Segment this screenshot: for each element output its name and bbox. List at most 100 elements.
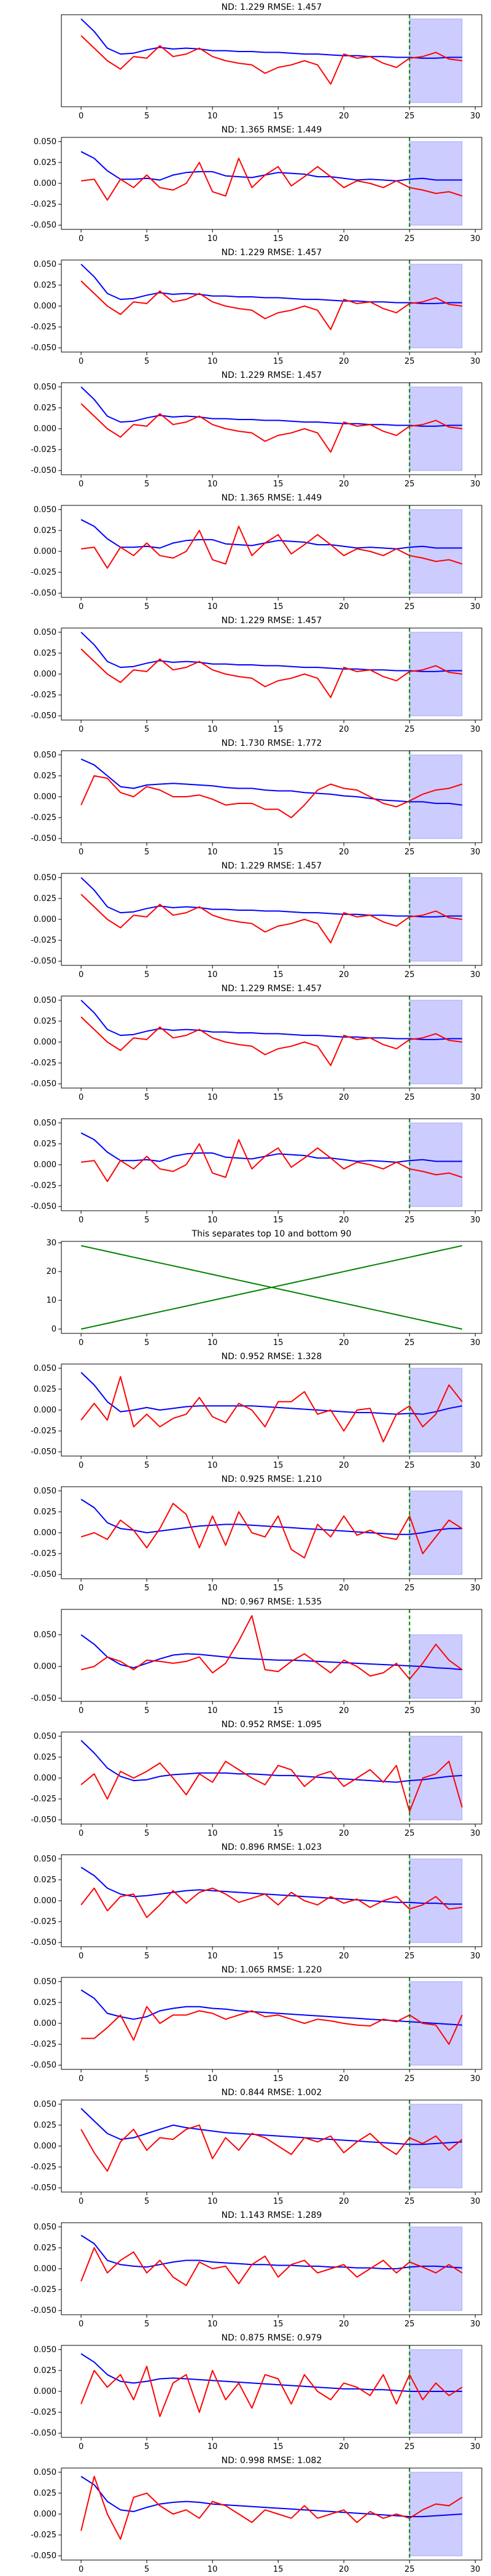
x-tick-label: 5: [144, 970, 149, 979]
x-tick-label: 0: [79, 602, 83, 611]
plot-area: [80, 751, 463, 843]
y-tick-label: 0.000: [34, 1774, 56, 1783]
y-tick-label: 0.025: [34, 526, 56, 535]
x-tick-label: 30: [470, 848, 481, 857]
series-line-2: [80, 1376, 463, 1443]
chart-title: ND: 0.998 RMSE: 1.082: [222, 2456, 322, 2466]
series-line-2: [80, 2475, 463, 2540]
x-tick-label: 20: [339, 602, 349, 611]
x-tick-label: 15: [273, 1216, 284, 1225]
y-tick-label: -0.050: [31, 466, 56, 475]
chart-panel-7: ND: 1.730 RMSE: 1.772 0 5 10 15 20 25 30 -0.050 -…: [31, 738, 482, 857]
y-tick-label: -0.050: [31, 1447, 56, 1457]
chart-title: ND: 1.365 RMSE: 1.449: [222, 125, 322, 135]
x-tick-label: 15: [273, 1829, 284, 1838]
plot-area: [80, 1855, 463, 1947]
chart-title: ND: 1.229 RMSE: 1.457: [222, 984, 322, 994]
y-tick-label: -0.050: [31, 589, 56, 598]
y-tick-label: -0.050: [31, 2306, 56, 2315]
x-tick-label: 15: [273, 602, 284, 611]
y-tick-label: 0.025: [34, 1140, 56, 1149]
x-tick-label: 0: [79, 725, 83, 734]
x-tick-label: 5: [144, 848, 149, 857]
x-tick-label: 5: [144, 234, 149, 243]
x-tick-label: 10: [207, 1829, 218, 1838]
y-tick-label: 20: [46, 1267, 56, 1276]
y-tick-label: 0.050: [34, 1732, 56, 1741]
x-tick-label: 25: [404, 1216, 415, 1225]
x-tick-label: 15: [273, 970, 284, 979]
chart-title: ND: 1.229 RMSE: 1.457: [222, 616, 322, 626]
x-tick-label: 20: [339, 725, 349, 734]
x-tick-label: 10: [207, 2565, 218, 2574]
series-line-1: [80, 1371, 463, 1415]
chart-panel-21: ND: 0.998 RMSE: 1.082 0 5 10 15 20 25 30 -0.050 -…: [31, 2456, 482, 2574]
series-line-1: [80, 2107, 462, 2145]
series-line-1: [80, 1634, 462, 1671]
x-tick-label: 30: [470, 234, 481, 243]
series-line-1: [80, 18, 462, 59]
x-tick-label: 30: [470, 1584, 481, 1593]
y-tick-label: 0.050: [34, 2468, 56, 2477]
x-tick-label: 0: [79, 1216, 83, 1225]
series-line-1: [80, 264, 462, 304]
x-tick-label: 30: [470, 2197, 481, 2206]
chart-title: ND: 0.875 RMSE: 0.979: [222, 2333, 322, 2343]
series-line-2: [80, 648, 463, 699]
chart-panel-9: ND: 1.229 RMSE: 1.457 0 5 10 15 20 25 30 -0.050 -…: [31, 984, 482, 1102]
plot-area: [80, 15, 463, 107]
series-line-1: [80, 758, 463, 806]
series-line-2: [80, 403, 463, 453]
forecast-band: [409, 1490, 463, 1575]
x-tick-label: 20: [339, 112, 349, 121]
chart-panel-16: ND: 0.896 RMSE: 1.023 0 5 10 15 20 25 30 -0.050 -…: [31, 1842, 482, 1961]
x-tick-label: 5: [144, 2074, 149, 2083]
x-tick-label: 20: [339, 2074, 349, 2083]
series-line-2: [80, 1887, 463, 1919]
x-tick-label: 0: [79, 1461, 83, 1470]
y-tick-label: -0.050: [31, 1570, 56, 1579]
x-tick-label: 0: [79, 848, 83, 857]
axes-frame: [61, 1241, 482, 1334]
y-tick-label: -0.025: [31, 813, 56, 822]
y-tick-label: 0.000: [34, 2510, 56, 2519]
y-tick-label: 0.050: [34, 137, 56, 147]
chart-panel-11: This separates top 10 and bottom 90 0 5 10 1…: [46, 1229, 482, 1347]
x-tick-label: 5: [144, 2442, 149, 2451]
y-tick-label: 30: [46, 1238, 56, 1248]
x-tick-label: 10: [207, 1706, 218, 1715]
x-tick-label: 10: [207, 357, 218, 366]
chart-title: ND: 0.844 RMSE: 1.002: [222, 2088, 322, 2098]
x-tick-label: 10: [207, 848, 218, 857]
series-line-1: [80, 386, 462, 427]
axes-frame: [61, 1609, 482, 1702]
y-tick-label: -0.025: [31, 1059, 56, 1068]
y-tick-label: -0.050: [31, 834, 56, 843]
x-tick-label: 5: [144, 2320, 149, 2329]
y-tick-label: 0.000: [34, 915, 56, 924]
series-line-2: [80, 2247, 463, 2287]
y-tick-label: 0.050: [34, 628, 56, 637]
y-tick-label: 0.050: [34, 1364, 56, 1373]
series-line-2: [80, 1016, 463, 1067]
x-tick-label: 0: [79, 1584, 83, 1593]
series-line-1: [80, 2353, 462, 2392]
series-line-1: [80, 1866, 462, 1905]
series-line-2: [80, 2366, 463, 2417]
x-tick-label: 5: [144, 357, 149, 366]
x-tick-label: 10: [207, 1093, 218, 1102]
x-tick-label: 15: [273, 112, 284, 121]
y-tick-label: -0.050: [31, 2061, 56, 2070]
series-line-1: [80, 1989, 462, 2026]
series-line-2: [80, 158, 463, 201]
series-line-2: [80, 775, 463, 819]
y-tick-label: -0.025: [31, 1549, 56, 1558]
x-tick-label: 15: [273, 1461, 284, 1470]
x-tick-label: 15: [273, 1952, 284, 1961]
chart-title: ND: 0.952 RMSE: 1.095: [222, 1720, 322, 1730]
x-tick-label: 30: [470, 1461, 481, 1470]
axes-frame: [61, 14, 482, 107]
x-tick-label: 0: [79, 1093, 83, 1102]
forecast-band: [409, 1368, 463, 1452]
